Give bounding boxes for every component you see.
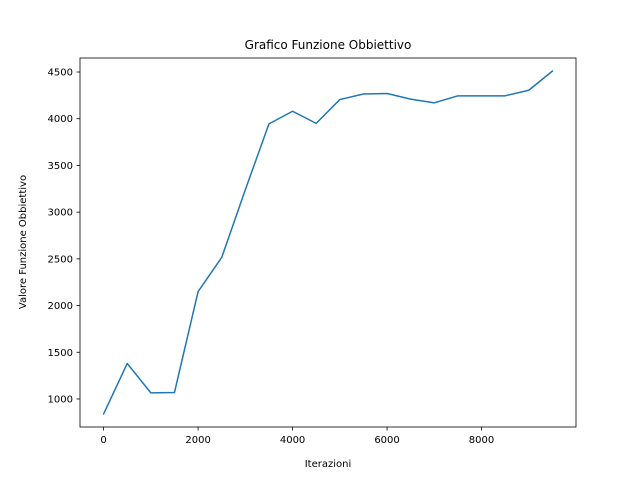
x-axis-label: Iterazioni xyxy=(305,459,352,470)
y-axis-label: Valore Funzione Obbiettivo xyxy=(18,175,29,309)
series-line-0 xyxy=(102,70,554,415)
y-tick-label-3000: 3000 xyxy=(48,208,73,219)
x-tick-label-0: 0 xyxy=(100,435,106,446)
y-tick-label-2000: 2000 xyxy=(48,301,73,312)
y-tick-label-4000: 4000 xyxy=(48,114,73,125)
y-tick-label-4500: 4500 xyxy=(48,68,73,79)
plot-frame xyxy=(79,57,577,428)
y-tick-label-2500: 2500 xyxy=(48,254,73,265)
x-tick-label-4000: 4000 xyxy=(280,435,305,446)
chart-title: Grafico Funzione Obbiettivo xyxy=(245,38,412,52)
x-tick-label-2000: 2000 xyxy=(185,435,210,446)
y-tick-label-3500: 3500 xyxy=(48,161,73,172)
y-tick-label-1500: 1500 xyxy=(48,348,73,359)
y-tick-label-1000: 1000 xyxy=(48,394,73,405)
x-tick-label-6000: 6000 xyxy=(374,435,399,446)
plot-area: 0 2000 4000 6000 8000 1000 1500 2000 2500 3000 350… xyxy=(48,57,577,446)
x-tick-label-8000: 8000 xyxy=(469,435,494,446)
